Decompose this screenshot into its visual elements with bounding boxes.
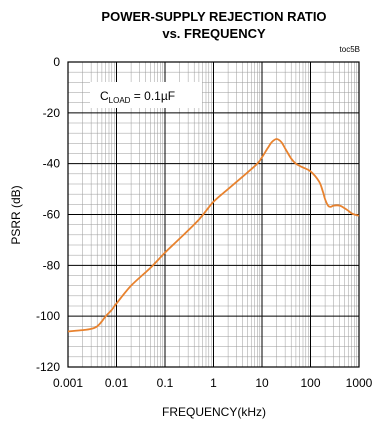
y-axis-tick-labels: 0 -20 -40 -60 -80 -100 -120	[36, 55, 60, 374]
x-tick-label: 1000	[346, 376, 373, 390]
y-tick-label: -40	[43, 157, 61, 171]
annotation-sub: LOAD	[109, 96, 131, 105]
plot-frame	[67, 61, 360, 368]
x-tick-label: 1	[210, 376, 217, 390]
x-tick-label: 100	[300, 376, 320, 390]
figure-id: toc5B	[340, 45, 360, 54]
psrr-series-line	[67, 138, 360, 333]
y-tick-label: -100	[36, 309, 60, 323]
condition-annotation: CLOAD = 0.1µF	[90, 82, 202, 108]
x-tick-label: 0.001	[53, 376, 83, 390]
x-tick-label: 10	[255, 376, 269, 390]
annotation-box	[90, 82, 202, 108]
x-tick-label: 0.1	[157, 376, 174, 390]
y-tick-label: -120	[36, 360, 60, 374]
y-axis-label: PSRR (dB)	[9, 185, 23, 244]
annotation-main: C	[100, 89, 109, 103]
chart-subtitle: vs. FREQUENCY	[162, 26, 266, 41]
x-tick-label: 0.01	[105, 376, 129, 390]
y-tick-label: 0	[53, 55, 60, 69]
svg-text:CLOAD = 0.1µF: CLOAD = 0.1µF	[100, 89, 175, 105]
y-tick-label: -20	[43, 106, 61, 120]
chart-title: POWER-SUPPLY REJECTION RATIO	[101, 9, 326, 24]
x-axis-tick-labels: 0.001 0.01 0.1 1 10 100 1000	[53, 376, 373, 390]
annotation-value: = 0.1µF	[130, 89, 175, 103]
y-tick-label: -60	[43, 208, 61, 222]
y-tick-label: -80	[43, 258, 61, 272]
x-axis-label: FREQUENCY(kHz)	[162, 405, 266, 419]
